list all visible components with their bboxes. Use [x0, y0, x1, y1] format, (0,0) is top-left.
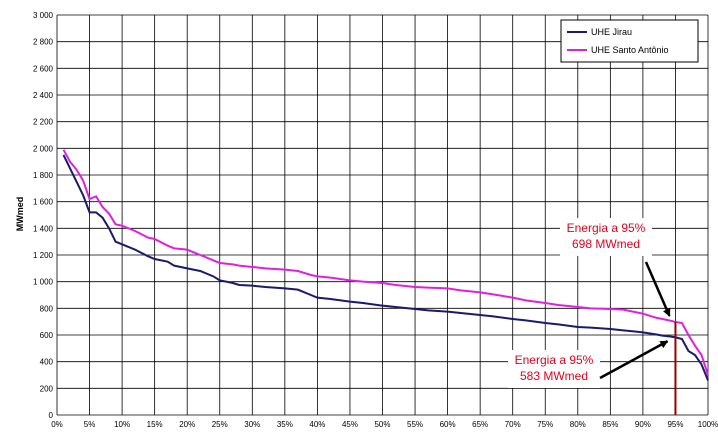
y-tick-label: 2 000: [33, 144, 54, 153]
x-tick-label: 65%: [472, 420, 488, 429]
x-tick-label: 95%: [667, 420, 683, 429]
y-tick-label: 1 000: [33, 278, 54, 287]
series-line-jirau: [62, 154, 709, 381]
annotation-text-jirau: Energia a 95%: [515, 353, 594, 367]
y-tick-label: 3 000: [33, 11, 54, 20]
y-tick-label: 2 200: [33, 118, 54, 127]
x-tick-label: 75%: [537, 420, 553, 429]
y-tick-label: 800: [40, 304, 54, 313]
annotations: Energia a 95% 698 MWmed Energia a 95% 583 M…: [508, 218, 671, 388]
y-tick-label: 0: [49, 411, 54, 420]
annotation-text-santo: 698 MWmed: [572, 237, 640, 251]
x-tick-label: 45%: [342, 420, 358, 429]
x-tick-label: 35%: [277, 420, 293, 429]
y-tick-label: 1 200: [33, 251, 54, 260]
y-tick-label: 400: [40, 358, 54, 367]
legend: UHE Jirau UHE Santo Antônio: [560, 19, 699, 63]
x-tick-label: 70%: [505, 420, 521, 429]
legend-label: UHE Santo Antônio: [591, 45, 669, 55]
annotation-arrow-santo: [644, 261, 671, 317]
x-tick-label: 25%: [212, 420, 228, 429]
y-axis-label: MWmed: [15, 197, 25, 232]
annotation-text-santo: Energia a 95%: [567, 221, 646, 235]
x-tick-label: 10%: [114, 420, 130, 429]
x-tick-label: 85%: [602, 420, 618, 429]
y-tick-label: 2 800: [33, 38, 54, 47]
legend-label: UHE Jirau: [591, 27, 632, 37]
y-tick-label: 1 400: [33, 224, 54, 233]
legend-box: [560, 19, 699, 63]
series-lines: [62, 149, 709, 381]
x-tick-label: 50%: [374, 420, 390, 429]
y-tick-label: 1 600: [33, 198, 54, 207]
y-tick-label: 600: [40, 331, 54, 340]
y-tick-label: 1 800: [33, 171, 54, 180]
x-tick-label: 80%: [570, 420, 586, 429]
x-tick-label: 90%: [635, 420, 651, 429]
x-tick-label: 30%: [244, 420, 260, 429]
x-tick-label: 55%: [407, 420, 423, 429]
annotation-arrow-jirau: [599, 340, 669, 380]
y-tick-label: 2 400: [33, 91, 54, 100]
x-tick-label: 15%: [147, 420, 163, 429]
x-tick-label: 5%: [84, 420, 96, 429]
y-tick-label: 2 600: [33, 64, 54, 73]
x-tick-label: 100%: [698, 420, 718, 429]
series-line-santo-antonio: [62, 149, 709, 376]
y-tick-labels: 0 200 400 600 800 1 000 1 200 1 400 1 600 1 800 2 …: [33, 11, 54, 420]
x-tick-label: 60%: [440, 420, 456, 429]
x-tick-label: 20%: [179, 420, 195, 429]
annotation-text-jirau: 583 MWmed: [520, 369, 588, 383]
x-tick-labels: 0% 5% 10% 15% 20% 25% 30% 35% 40% 45% 50% 55% 60% 65%…: [51, 420, 718, 429]
grid: [56, 14, 709, 416]
y-tick-label: 200: [40, 384, 54, 393]
x-tick-label: 40%: [309, 420, 325, 429]
x-tick-label: 0%: [51, 420, 63, 429]
annotation-box-santo: [560, 218, 652, 256]
annotation-box-jirau: [508, 350, 600, 388]
